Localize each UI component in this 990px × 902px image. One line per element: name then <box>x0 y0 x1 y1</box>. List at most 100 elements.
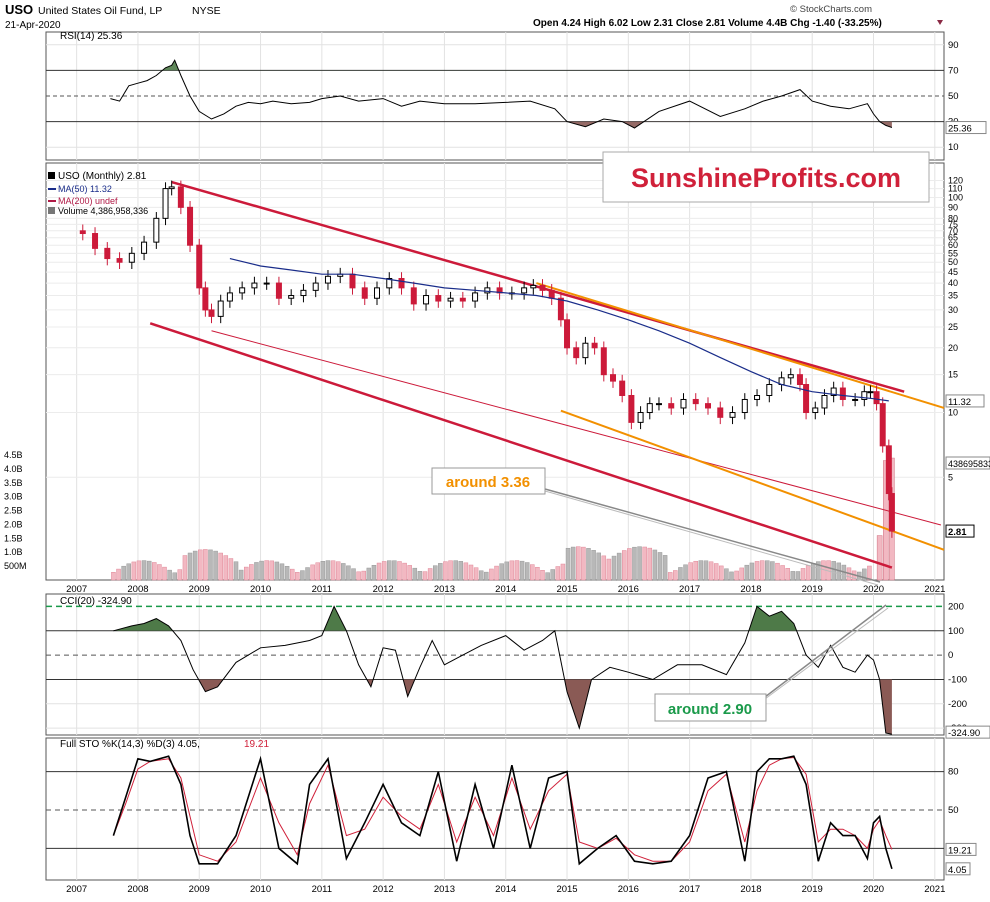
candle-body <box>600 347 607 376</box>
rsi-legend: RSI(14) 25.36 <box>60 31 123 42</box>
volume-bar <box>703 560 709 581</box>
volume-bar <box>484 571 489 581</box>
volume-tick-label: 4.5B <box>4 450 23 460</box>
price-legend-swatch <box>48 172 55 179</box>
x-tick-label-mid: 2015 <box>556 584 577 595</box>
x-axis: 2007 2007 2008 2008 2009 2009 2010 2010 2011 2011… <box>66 584 945 895</box>
price-tick-label: 100 <box>948 193 963 203</box>
x-tick-label-bottom: 2014 <box>495 884 516 895</box>
candle-body <box>591 342 598 349</box>
volume-bar <box>295 572 300 581</box>
price-tick-label: 55 <box>948 248 958 258</box>
panel-frame-sto <box>45 737 945 881</box>
volume-bar <box>550 569 555 581</box>
candle-body <box>361 287 368 299</box>
volume-bar <box>162 566 167 581</box>
volume-bar <box>632 546 637 581</box>
volume-bar <box>530 564 535 581</box>
candle-body <box>830 387 837 397</box>
volume-bar <box>570 546 576 581</box>
candle-body <box>459 297 466 302</box>
volume-tick-label: 3.0B <box>4 492 23 502</box>
volume-bar <box>116 568 121 581</box>
candle-body <box>573 347 580 359</box>
volume-bar <box>524 562 530 581</box>
callout-orange-text: around 3.36 <box>446 474 530 491</box>
price-legend-item: USO (Monthly) 2.81 <box>58 171 147 182</box>
candle-body <box>879 403 886 447</box>
candle-body <box>637 412 644 423</box>
volume-bar <box>335 561 341 581</box>
panel-frame-price <box>45 162 945 581</box>
x-tick-label-bottom: 2018 <box>740 884 761 895</box>
cci-tick-label: 0 <box>948 650 953 661</box>
x-tick-label-bottom: 2007 <box>66 884 87 895</box>
candle-body <box>196 244 203 289</box>
candle-body <box>386 278 393 289</box>
volume-bar <box>678 567 683 581</box>
sto-panel: 80502019.214.05 <box>46 755 977 876</box>
volume-bar-recent <box>876 535 883 581</box>
price-tick-label: 35 <box>948 291 958 301</box>
volume-legend-item: Volume 4,386,958,336 <box>58 206 148 216</box>
candle-body <box>548 289 555 299</box>
volume-bar <box>448 560 453 581</box>
volume-bar <box>259 560 264 581</box>
volume-bar <box>708 561 714 581</box>
volume-bar <box>744 564 750 581</box>
volume-bar <box>601 555 607 581</box>
volume-bar <box>325 560 331 581</box>
volume-bar <box>218 552 223 581</box>
volume-bar <box>177 569 183 581</box>
callout-green-pointer-2 <box>764 607 889 700</box>
cci-tick-label: -100 <box>948 674 967 685</box>
x-tick-label-mid: 2011 <box>312 584 332 595</box>
volume-bar <box>535 566 540 581</box>
volume-bar <box>422 571 428 581</box>
ma200-legend-item: MA(200) undef <box>58 196 118 206</box>
volume-bar <box>198 549 203 581</box>
candle-body <box>472 292 479 302</box>
cci-line <box>113 605 892 735</box>
volume-bar <box>458 561 464 581</box>
volume-bar <box>167 569 172 581</box>
volume-bar <box>729 571 734 581</box>
cci-legend: CCI(20) -324.90 <box>60 596 132 607</box>
volume-bar <box>810 563 816 581</box>
candle-body <box>564 319 571 349</box>
volume-tick-label: 4.0B <box>4 464 23 474</box>
volume-bar <box>499 563 504 581</box>
volume-legend-swatch <box>48 207 55 214</box>
candle-body <box>680 398 687 409</box>
candle-body <box>885 445 892 495</box>
exchange: NYSE <box>192 5 221 17</box>
cci-last-box <box>945 725 990 739</box>
candle-body <box>217 300 224 317</box>
volume-bar <box>478 570 484 581</box>
candle-body <box>263 282 270 285</box>
sto-tick-label: 50 <box>948 805 959 816</box>
volume-bar <box>300 570 305 581</box>
candle-body <box>208 309 215 317</box>
candle-body <box>324 275 331 284</box>
candle-body <box>447 297 454 302</box>
candle-body <box>153 217 160 243</box>
volume-bar <box>141 560 147 581</box>
volume-tick-label: 1.5B <box>4 533 23 543</box>
volume-bar <box>402 562 407 581</box>
security-name: United States Oil Fund, LP <box>38 5 162 17</box>
volume-bar <box>683 564 688 581</box>
x-tick-label-bottom: 2016 <box>618 884 639 895</box>
price-tick-label: 80 <box>948 213 958 223</box>
volume-bar <box>637 546 642 581</box>
candle-body <box>288 295 295 299</box>
volume-bar <box>621 550 627 581</box>
candle-body <box>803 384 810 414</box>
rsi-panel: 907050301025.36 <box>46 40 987 153</box>
candle-body <box>484 287 491 294</box>
sto-tick-label: 80 <box>948 767 959 778</box>
x-tick-label-mid: 2010 <box>250 584 271 595</box>
volume-bar <box>816 561 821 581</box>
